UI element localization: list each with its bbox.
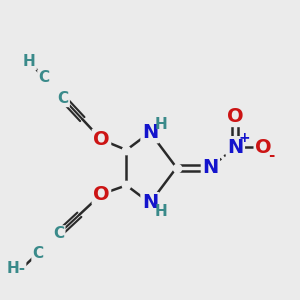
Text: H-: H- — [7, 261, 26, 276]
Text: H: H — [155, 117, 168, 132]
Text: H: H — [23, 54, 36, 69]
Text: O: O — [227, 106, 244, 126]
Text: +: + — [238, 130, 250, 145]
Text: N: N — [202, 158, 218, 177]
Text: N: N — [142, 194, 158, 212]
Text: O: O — [93, 130, 110, 149]
Text: C: C — [58, 91, 69, 106]
Text: -: - — [268, 148, 275, 164]
Text: H: H — [155, 204, 168, 219]
Text: C: C — [53, 226, 64, 242]
Text: C: C — [38, 70, 50, 86]
Text: N: N — [142, 123, 158, 142]
Text: O: O — [255, 138, 272, 157]
Text: N: N — [227, 138, 244, 157]
Text: O: O — [93, 185, 110, 204]
Text: C: C — [32, 246, 44, 261]
